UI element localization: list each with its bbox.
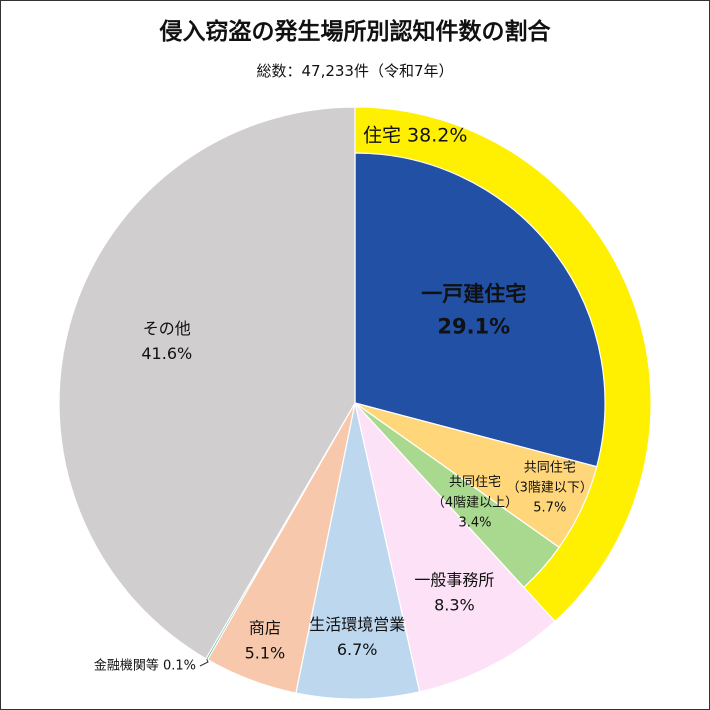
pie-slice-jimusho [353, 400, 556, 693]
chart-subtitle: 総数：47,233件（令和7年） [256, 62, 454, 80]
label-kyodo_4-sub: （4階建以上） [432, 495, 518, 510]
pie-slice-sonota [58, 106, 356, 660]
pie-slices [58, 106, 652, 700]
label-kinyu: 金融機関等 0.1% [94, 658, 196, 674]
label-sonota-value: 41.6% [141, 344, 192, 363]
label-kyodo_3-value: 5.7% [533, 501, 566, 516]
chart-title: 侵入窃盗の発生場所別認知件数の割合 [159, 19, 551, 45]
label-sonota-name: その他 [143, 319, 191, 338]
label-ikko-value: 29.1% [437, 315, 510, 339]
pie-labels: 一戸建住宅 29.1% 共同住宅 （3階建以下） 5.7% 共同住宅 （4階建以上） 3.4%… [94, 125, 593, 674]
pie-slice-seikatsu [295, 402, 421, 700]
label-shoten-name: 商店 [249, 619, 281, 638]
label-kyodo_4-value: 3.4% [458, 516, 491, 531]
label-ikko-name: 一戸建住宅 [421, 282, 526, 306]
label-seikatsu-value: 6.7% [337, 640, 378, 659]
pie-slice-ikko [354, 152, 606, 468]
label-kyodo_3-sub: （3階建以下） [507, 480, 593, 495]
leader-kinyu [199, 658, 209, 667]
label-seikatsu-name: 生活環境営業 [309, 615, 405, 634]
label-jimusho-name: 一般事務所 [414, 571, 494, 590]
label-jimusho-value: 8.3% [434, 596, 475, 615]
label-jutaku-ring: 住宅 38.2% [363, 125, 467, 147]
label-shoten-value: 5.1% [245, 643, 286, 662]
label-kyodo_4-name: 共同住宅 [449, 475, 501, 490]
label-kyodo_3-name: 共同住宅 [524, 460, 576, 475]
